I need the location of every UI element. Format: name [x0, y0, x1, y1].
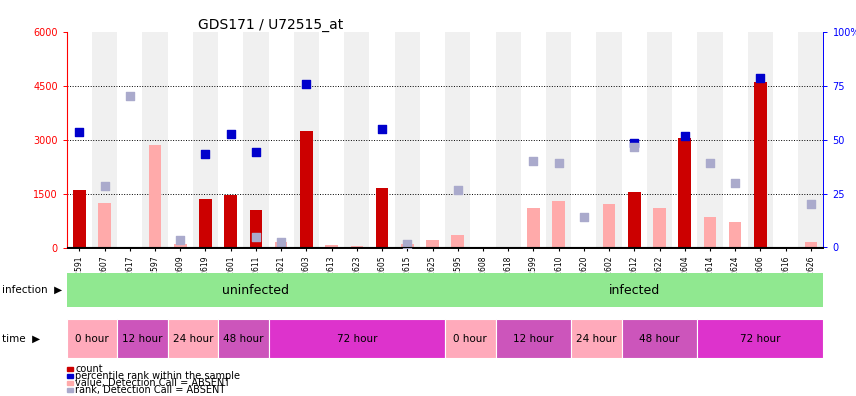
Bar: [698, 32, 722, 248]
Point: [199, 151, 212, 157]
Text: percentile rank within the sample: percentile rank within the sample: [75, 371, 241, 381]
Bar: [527, 208, 539, 248]
Text: 72 hour: 72 hour: [336, 333, 377, 344]
Point: [753, 75, 767, 82]
Point: [401, 241, 414, 247]
Bar: [117, 319, 168, 358]
Bar: [445, 32, 470, 248]
Text: 48 hour: 48 hour: [639, 333, 680, 344]
Bar: [621, 319, 698, 358]
Bar: [647, 32, 672, 248]
Bar: [250, 210, 262, 248]
Bar: [426, 240, 439, 248]
Bar: [754, 82, 767, 248]
Bar: [597, 32, 621, 248]
Point: [627, 144, 641, 150]
Point: [123, 93, 137, 99]
Bar: [243, 32, 269, 248]
Text: uninfected: uninfected: [223, 284, 289, 297]
Bar: [218, 319, 269, 358]
Text: value, Detection Call = ABSENT: value, Detection Call = ABSENT: [75, 378, 230, 388]
Text: 72 hour: 72 hour: [740, 333, 781, 344]
Point: [174, 237, 187, 244]
Bar: [395, 32, 420, 248]
Bar: [704, 217, 716, 248]
Point: [73, 129, 86, 135]
Point: [526, 158, 540, 164]
Bar: [67, 319, 117, 358]
Bar: [496, 32, 520, 248]
Text: 24 hour: 24 hour: [173, 333, 213, 344]
Point: [577, 214, 591, 220]
Point: [98, 183, 111, 190]
Text: 0 hour: 0 hour: [75, 333, 109, 344]
Bar: [73, 190, 86, 248]
Bar: [552, 201, 565, 248]
Point: [249, 149, 263, 155]
Point: [274, 239, 288, 245]
Bar: [168, 319, 218, 358]
Bar: [92, 32, 117, 248]
Point: [451, 187, 465, 193]
Bar: [376, 188, 389, 248]
Bar: [294, 32, 319, 248]
Point: [703, 160, 716, 166]
Point: [249, 234, 263, 240]
Bar: [142, 32, 168, 248]
Point: [804, 201, 817, 208]
Text: count: count: [75, 364, 103, 374]
Bar: [344, 32, 370, 248]
Bar: [653, 208, 666, 248]
Bar: [496, 319, 571, 358]
Bar: [698, 319, 823, 358]
Text: time  ▶: time ▶: [2, 333, 40, 344]
Bar: [275, 242, 288, 248]
Point: [552, 160, 566, 166]
Bar: [224, 195, 237, 248]
Bar: [193, 32, 218, 248]
Text: infected: infected: [609, 284, 660, 297]
Point: [224, 131, 238, 137]
Text: GDS171 / U72515_at: GDS171 / U72515_at: [199, 18, 344, 32]
Bar: [325, 245, 338, 248]
Bar: [149, 145, 161, 248]
Bar: [728, 222, 741, 248]
Point: [375, 126, 389, 132]
Bar: [799, 32, 823, 248]
Text: infection  ▶: infection ▶: [2, 285, 62, 295]
Point: [627, 140, 641, 147]
Bar: [445, 273, 823, 307]
Text: 12 hour: 12 hour: [513, 333, 554, 344]
Bar: [628, 192, 640, 248]
Bar: [98, 202, 111, 248]
Text: rank, Detection Call = ABSENT: rank, Detection Call = ABSENT: [75, 385, 226, 396]
Bar: [805, 242, 817, 248]
Bar: [603, 204, 615, 248]
Point: [300, 81, 313, 87]
Bar: [679, 138, 691, 248]
Bar: [269, 319, 445, 358]
Bar: [445, 319, 496, 358]
Bar: [300, 131, 312, 248]
Bar: [546, 32, 571, 248]
Bar: [174, 244, 187, 248]
Text: 24 hour: 24 hour: [576, 333, 616, 344]
Bar: [451, 235, 464, 248]
Bar: [401, 244, 413, 248]
Text: 0 hour: 0 hour: [454, 333, 487, 344]
Point: [678, 133, 692, 139]
Bar: [571, 319, 621, 358]
Bar: [199, 199, 211, 248]
Bar: [350, 246, 363, 248]
Text: 48 hour: 48 hour: [223, 333, 264, 344]
Bar: [748, 32, 773, 248]
Bar: [67, 273, 445, 307]
Text: 12 hour: 12 hour: [122, 333, 163, 344]
Point: [728, 179, 742, 186]
